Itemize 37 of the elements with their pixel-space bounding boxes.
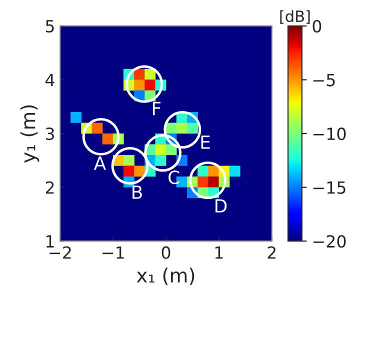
y-tick-label: 4 xyxy=(46,74,54,86)
color-bar-label: 0 xyxy=(312,20,322,33)
annotation: A xyxy=(94,156,106,170)
annotation: D xyxy=(216,199,227,212)
point xyxy=(166,122,177,134)
x-tick-label: −1 xyxy=(102,246,124,259)
color-bar-title: [dB] xyxy=(280,10,310,24)
x-tick-label: −2 xyxy=(50,246,71,259)
y-tick-label: 3 xyxy=(46,128,54,140)
point xyxy=(144,68,156,80)
x-tick-label: 1 xyxy=(215,246,223,259)
x-tick-label: 0 xyxy=(162,246,170,259)
color-bar-label: −20 xyxy=(313,235,346,248)
y-tick-label: 5 xyxy=(46,20,54,33)
point xyxy=(186,122,198,134)
point xyxy=(134,166,146,177)
x-axis-title: x₁ (m) xyxy=(136,268,194,285)
y-tick-label: 1 xyxy=(46,235,54,248)
point xyxy=(144,80,156,91)
annotation: C xyxy=(168,170,180,184)
point xyxy=(102,133,114,144)
point xyxy=(92,122,103,134)
color-bar-label: −5 xyxy=(313,74,335,86)
point xyxy=(229,166,240,177)
point xyxy=(70,112,82,123)
x-tick-label: 2 xyxy=(268,246,276,259)
point xyxy=(208,176,220,188)
annotation: F xyxy=(152,102,161,116)
annotation: B xyxy=(132,186,142,199)
point xyxy=(155,154,166,166)
point xyxy=(208,166,220,177)
y-axis-title: y₁ (m) xyxy=(20,105,40,163)
annotation: E xyxy=(201,136,210,149)
color-bar-label: −10 xyxy=(313,128,346,140)
y-tick-label: 2 xyxy=(46,181,54,194)
color-bar-label: −15 xyxy=(313,182,346,194)
point xyxy=(198,166,209,177)
